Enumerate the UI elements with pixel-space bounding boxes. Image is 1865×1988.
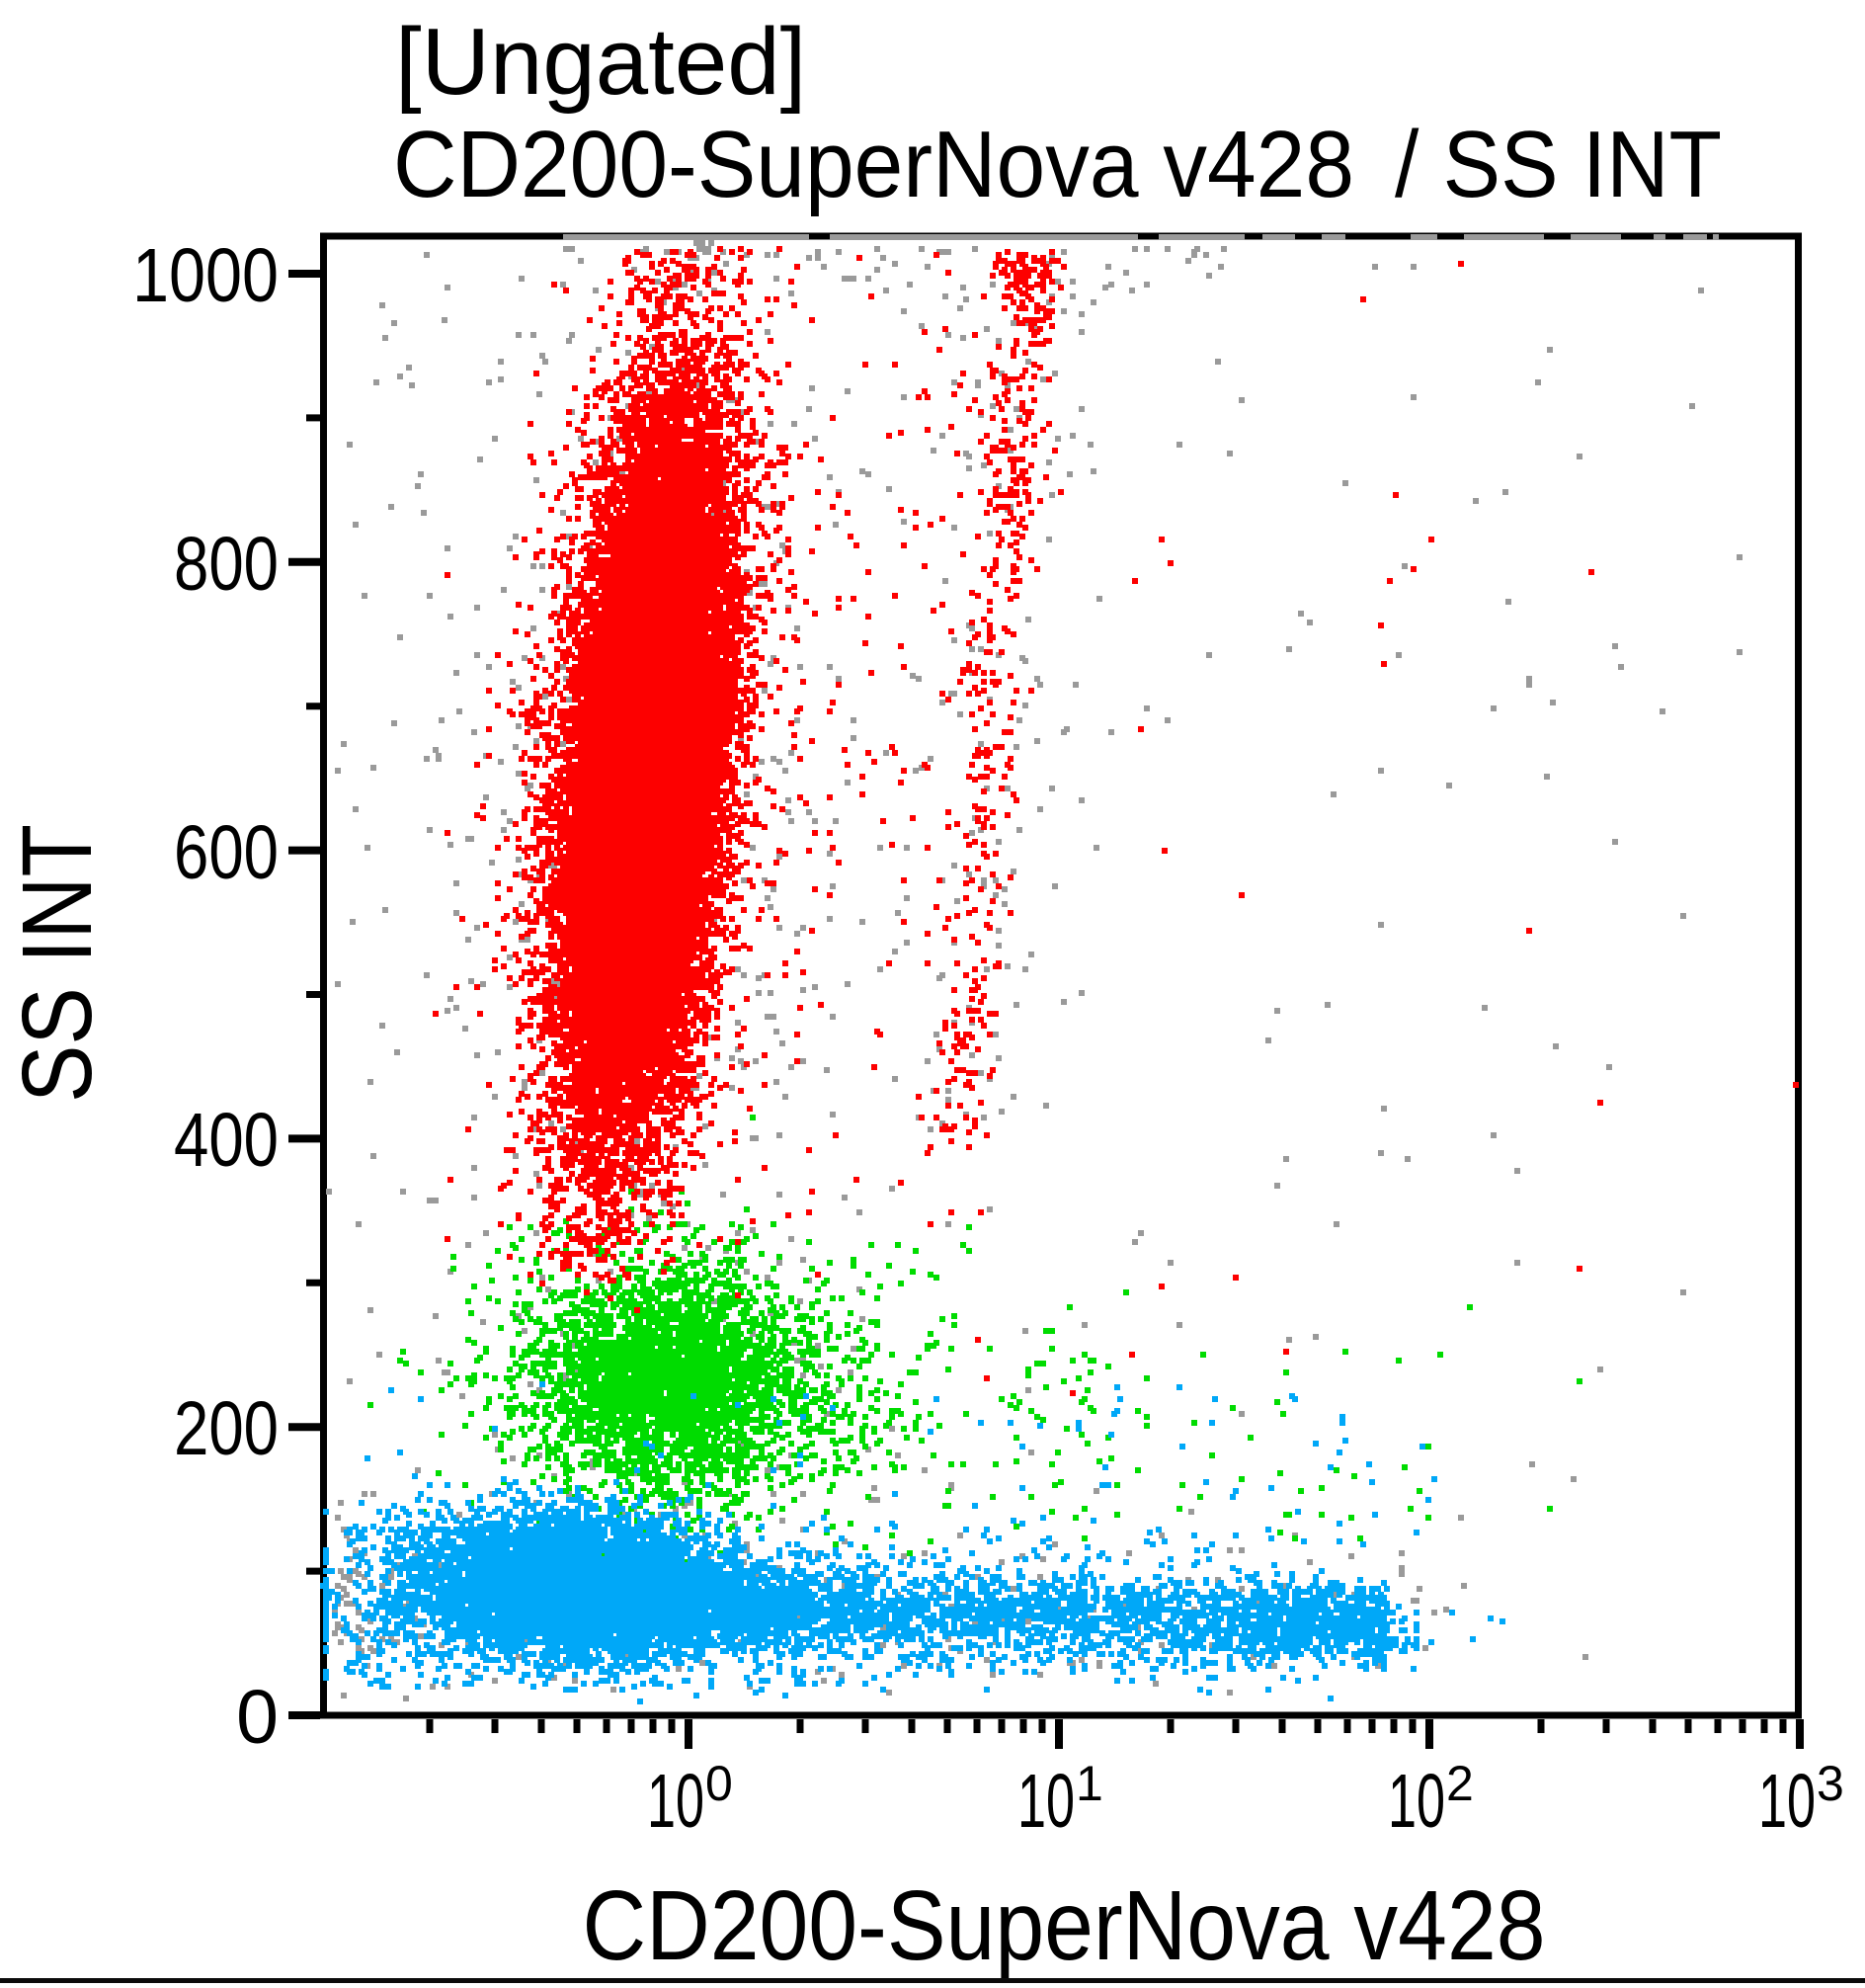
svg-text:10: 10 [647, 1759, 704, 1844]
svg-text:0: 0 [236, 1675, 279, 1760]
svg-text:400: 400 [174, 1098, 279, 1183]
svg-text:10: 10 [1758, 1759, 1816, 1844]
svg-text:CD200-SuperNova v428: CD200-SuperNova v428 [583, 1870, 1546, 1981]
svg-text:800: 800 [174, 522, 279, 607]
svg-text:0: 0 [705, 1756, 733, 1811]
svg-text:1000: 1000 [132, 233, 279, 318]
svg-text:1: 1 [1076, 1756, 1103, 1811]
svg-text:[Ungated]: [Ungated] [395, 9, 806, 115]
svg-text:CD200-SuperNova v428: CD200-SuperNova v428 [393, 112, 1354, 217]
svg-text:3: 3 [1817, 1756, 1844, 1811]
svg-text:10: 10 [1388, 1759, 1445, 1844]
svg-text:/ SS INT: / SS INT [1395, 112, 1722, 217]
svg-text:SS INT: SS INT [2, 824, 113, 1103]
svg-text:2: 2 [1446, 1756, 1474, 1811]
svg-text:200: 200 [174, 1386, 279, 1471]
svg-text:10: 10 [1017, 1759, 1075, 1844]
svg-text:600: 600 [174, 810, 279, 895]
